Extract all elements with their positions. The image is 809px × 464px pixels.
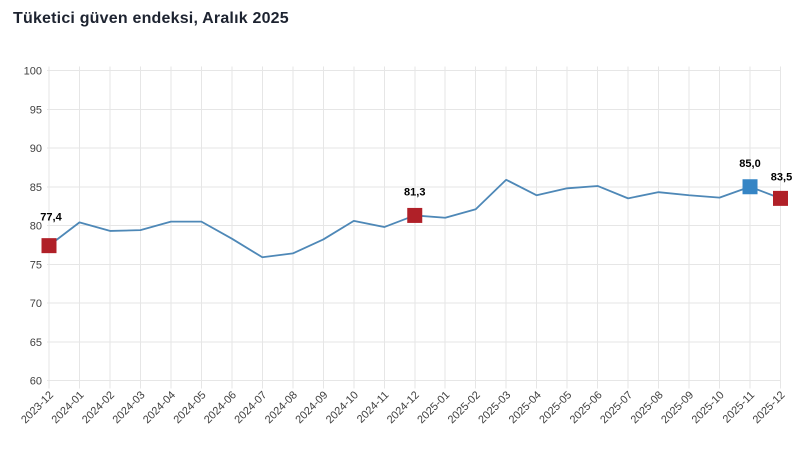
- y-axis-tick-label: 95: [30, 104, 42, 116]
- x-axis-tick-label: 2024-07: [232, 389, 269, 426]
- x-axis-tick-label: 2025-07: [598, 389, 635, 426]
- data-point-label: 77,4: [40, 212, 62, 224]
- data-point-label: 85,0: [739, 158, 760, 170]
- y-axis-tick-label: 90: [30, 143, 42, 155]
- x-axis-tick-label: 2024-01: [50, 389, 87, 426]
- y-axis-tick-label: 80: [30, 221, 42, 233]
- x-axis-tick-label: 2024-10: [324, 389, 361, 426]
- data-point-marker-2025-11[interactable]: [742, 179, 758, 195]
- x-axis-tick-label: 2025-04: [507, 389, 544, 426]
- x-axis-tick-label: 2025-12: [751, 389, 788, 426]
- x-axis-tick-label: 2024-02: [80, 389, 117, 426]
- data-point-marker-2024-12[interactable]: [407, 207, 423, 223]
- data-point-marker-2023-12[interactable]: [41, 238, 57, 254]
- y-axis-tick-label: 85: [30, 182, 42, 194]
- y-axis-tick-label: 60: [30, 376, 42, 388]
- x-axis-tick-label: 2023-12: [19, 389, 56, 426]
- x-axis-tick-label: 2025-03: [476, 389, 513, 426]
- x-axis-tick-label: 2025-09: [659, 389, 696, 426]
- x-axis-tick-label: 2024-08: [263, 389, 300, 426]
- data-point-label: 81,3: [404, 186, 425, 198]
- x-axis-tick-label: 2025-05: [537, 389, 574, 426]
- y-axis-tick-label: 100: [24, 66, 42, 78]
- x-axis-tick-label: 2024-09: [293, 389, 330, 426]
- x-axis-tick-label: 2025-02: [446, 389, 483, 426]
- x-axis-tick-label: 2025-01: [415, 389, 452, 426]
- data-point-label: 83,5: [771, 171, 792, 183]
- x-axis-tick-label: 2025-08: [629, 389, 666, 426]
- x-axis-tick-label: 2024-06: [202, 389, 239, 426]
- x-axis-tick-label: 2024-05: [171, 389, 208, 426]
- y-axis-tick-label: 75: [30, 259, 42, 271]
- x-axis-tick-label: 2025-10: [690, 389, 727, 426]
- y-axis-tick-label: 70: [30, 298, 42, 310]
- x-axis-tick-label: 2024-03: [111, 389, 148, 426]
- x-axis-tick-label: 2024-12: [385, 389, 422, 426]
- chart-title: Tüketici güven endeksi, Aralık 2025: [13, 10, 289, 27]
- y-axis-tick-label: 65: [30, 337, 42, 349]
- x-axis-tick-label: 2025-06: [568, 389, 605, 426]
- x-axis-tick-label: 2024-04: [141, 389, 178, 426]
- data-point-marker-2025-12[interactable]: [773, 190, 788, 206]
